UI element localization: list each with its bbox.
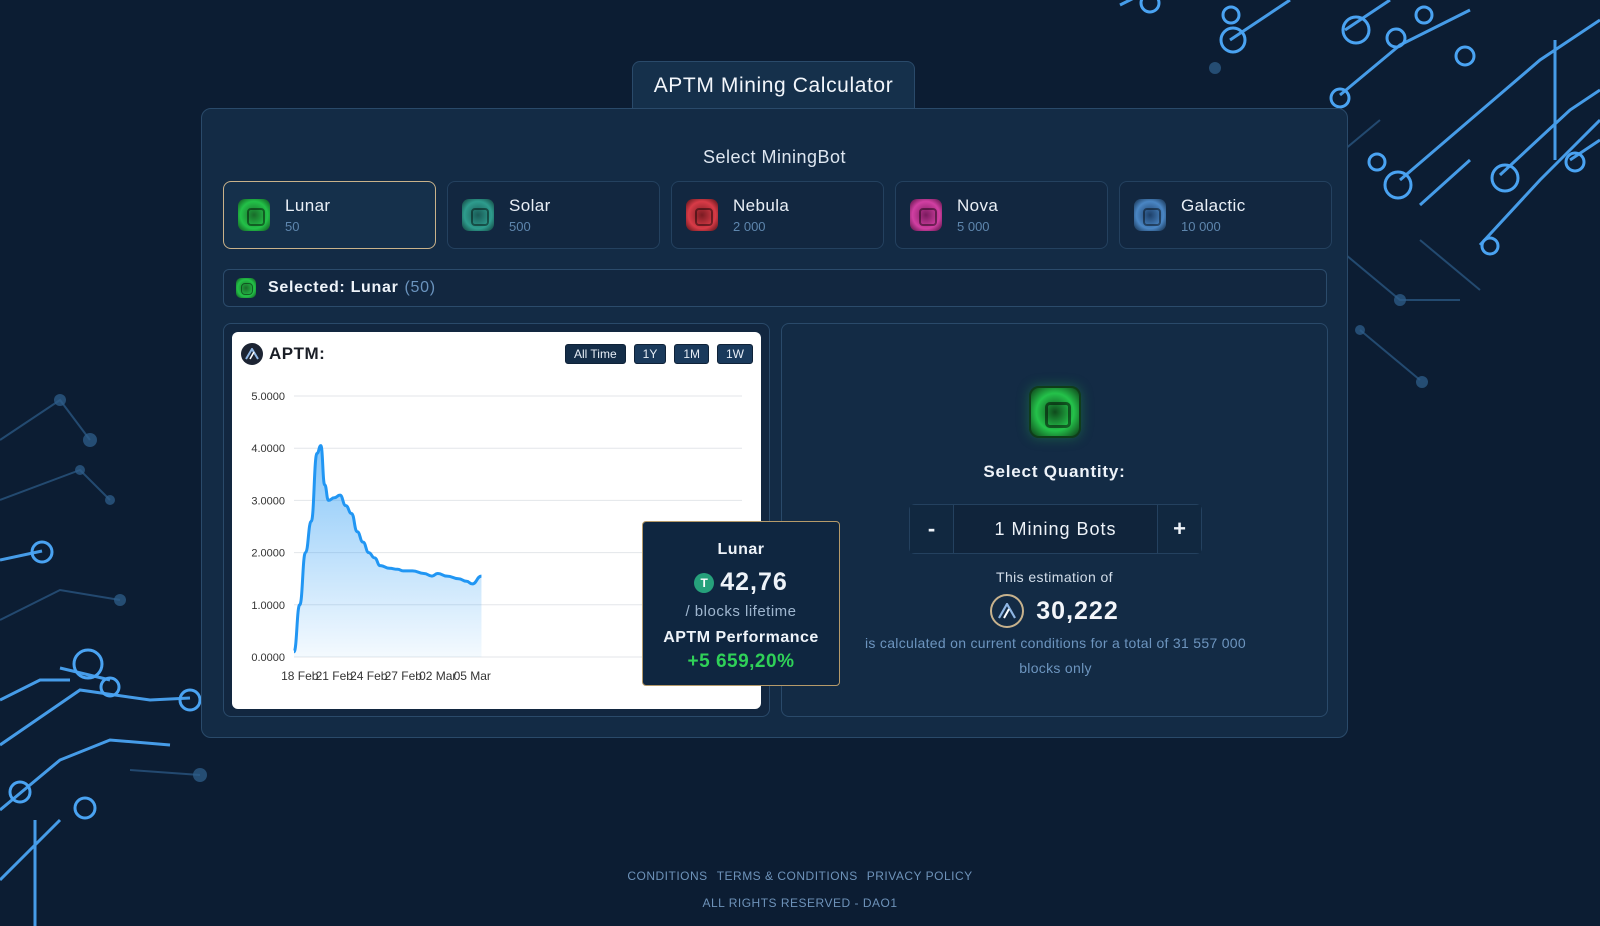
- chart-svg: 0.0000 1.0000 2.0000 3.0000 4.0000 5.0000 18 F…: [251, 391, 742, 683]
- bot-selector: Lunar 50 Solar 500 Nebula 2 000 Nova 5 0…: [223, 181, 1332, 249]
- estimate-note: is calculated on current conditions for …: [865, 635, 1246, 676]
- bot-price: 10 000: [1181, 219, 1221, 234]
- bot-name: Galactic: [1181, 196, 1246, 215]
- chip-icon-blue: [1134, 199, 1166, 231]
- y-tick-label: 3.0000: [251, 495, 285, 507]
- footer-link-terms[interactable]: TERMS & CONDITIONS: [716, 869, 858, 883]
- increment-button[interactable]: +: [1158, 505, 1201, 553]
- x-tick-label: 05 Mar: [454, 669, 491, 683]
- bot-option-nebula[interactable]: Nebula 2 000: [671, 181, 884, 249]
- bot-name: Solar: [509, 196, 551, 215]
- chart-header: APTM:: [241, 343, 325, 365]
- x-tick-label: 21 Feb: [316, 669, 354, 683]
- chip-icon-red: [686, 199, 718, 231]
- aptm-logo-icon: [241, 343, 263, 365]
- bot-name: Nova: [957, 196, 999, 215]
- x-tick-label: 18 Feb: [281, 669, 319, 683]
- tooltip-subtitle: / blocks lifetime: [685, 603, 797, 620]
- chip-icon-green: [238, 199, 270, 231]
- select-quantity-label: Select Quantity:: [983, 462, 1126, 481]
- range-1y-button[interactable]: 1Y: [633, 344, 667, 364]
- y-tick-label: 5.0000: [251, 391, 285, 403]
- chart-range-selector: All Time 1Y 1M 1W: [564, 344, 753, 364]
- tether-coin-icon: T: [694, 572, 715, 593]
- range-1w-button[interactable]: 1W: [717, 344, 753, 364]
- footer-links: CONDITIONS TERMS & CONDITIONS PRIVACY PO…: [0, 869, 1600, 883]
- quantity-value[interactable]: 1 Mining Bots: [953, 505, 1158, 553]
- selected-bot-chip-icon: [1029, 386, 1081, 438]
- series-line: [292, 444, 482, 654]
- calculator-title-tab: APTM Mining Calculator: [632, 61, 915, 109]
- selected-bot-price: (50): [404, 279, 436, 296]
- footer-link-privacy[interactable]: PRIVACY POLICY: [866, 869, 973, 883]
- y-tick-label: 4.0000: [251, 443, 285, 455]
- bot-option-lunar[interactable]: Lunar 50: [223, 181, 436, 249]
- chip-icon-pink: [910, 199, 942, 231]
- footer-link-conditions[interactable]: CONDITIONS: [627, 869, 708, 883]
- estimate-label: This estimation of: [996, 569, 1113, 585]
- selected-bot-bar: Selected: Lunar (50): [223, 269, 1327, 307]
- tooltip-amount-row: T 42,76: [643, 568, 839, 597]
- x-tick-label: 02 Mar: [419, 669, 456, 683]
- chip-icon-teal: [462, 199, 494, 231]
- aptm-coin-icon: [990, 594, 1025, 628]
- bot-price: 50: [285, 219, 300, 234]
- select-miningbot-label: Select MiningBot: [702, 147, 847, 167]
- footer-copyright: ALL RIGHTS RESERVED - DAO1: [702, 896, 898, 910]
- quantity-stepper: - 1 Mining Bots +: [909, 504, 1202, 554]
- bot-name: Nebula: [733, 196, 790, 215]
- decrement-button[interactable]: -: [910, 505, 953, 553]
- bot-option-galactic[interactable]: Galactic 10 000: [1119, 181, 1332, 249]
- bot-name: Lunar: [285, 196, 331, 215]
- bot-price: 2 000: [733, 219, 766, 234]
- x-tick-label: 27 Feb: [385, 669, 423, 683]
- estimate-row: 30,222: [782, 594, 1327, 628]
- chip-icon-green: [236, 278, 256, 298]
- bot-option-solar[interactable]: Solar 500: [447, 181, 660, 249]
- chart-tooltip: Lunar T 42,76 / blocks lifetime APTM Per…: [642, 521, 840, 686]
- tooltip-performance-label: APTM Performance: [663, 629, 819, 646]
- quantity-box: Select Quantity: - 1 Mining Bots + This …: [781, 323, 1328, 717]
- bot-option-nova[interactable]: Nova 5 000: [895, 181, 1108, 249]
- bot-price: 500: [509, 219, 531, 234]
- selected-bot-label: Selected: Lunar: [268, 279, 399, 296]
- tooltip-performance-value: +5 659,20%: [687, 651, 795, 672]
- range-1m-button[interactable]: 1M: [674, 344, 709, 364]
- y-tick-label: 2.0000: [251, 548, 285, 560]
- x-tick-label: 24 Feb: [350, 669, 388, 683]
- bot-price: 5 000: [957, 219, 990, 234]
- range-all-time-button[interactable]: All Time: [564, 344, 626, 364]
- y-tick-label: 1.0000: [251, 600, 285, 612]
- y-tick-label: 0.0000: [251, 652, 285, 664]
- tooltip-amount: 42,76: [720, 568, 788, 596]
- tooltip-bot-name: Lunar: [717, 541, 765, 558]
- page-title: APTM Mining Calculator: [653, 73, 894, 97]
- estimate-value: 30,222: [1036, 596, 1119, 625]
- chart-title: APTM:: [269, 344, 326, 363]
